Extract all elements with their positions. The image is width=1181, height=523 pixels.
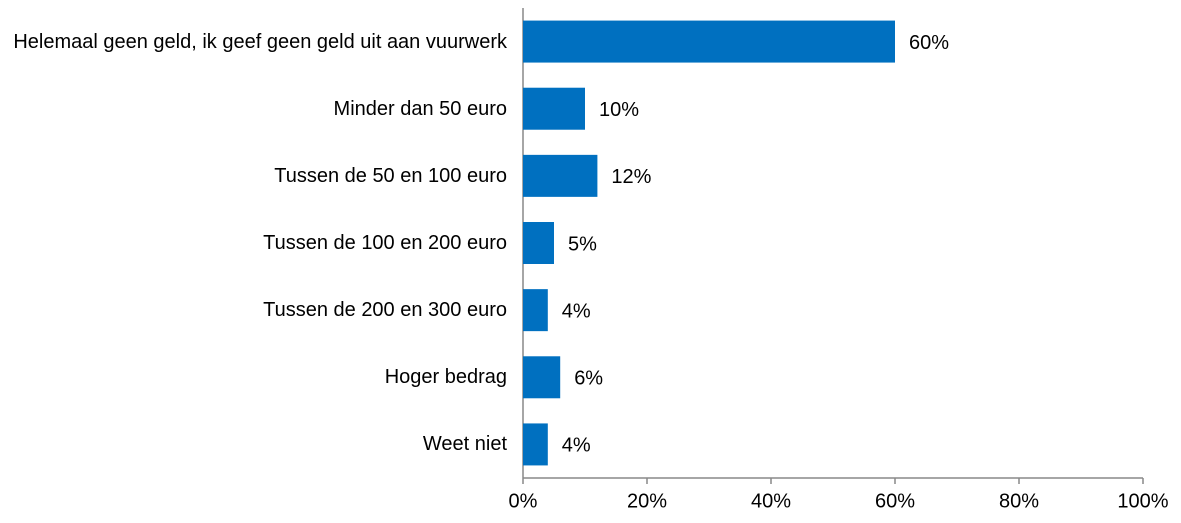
value-label: 5% xyxy=(568,233,597,255)
value-label: 6% xyxy=(574,368,603,390)
x-tick-label: 60% xyxy=(875,490,915,512)
bar xyxy=(523,289,548,332)
value-label: 4% xyxy=(562,435,591,457)
value-label: 60% xyxy=(909,32,949,54)
category-label: Weet niet xyxy=(422,433,507,456)
category-label: Minder dan 50 euro xyxy=(333,97,507,120)
bar xyxy=(523,423,548,466)
x-tick-label: 0% xyxy=(509,490,538,512)
bar xyxy=(523,222,554,264)
x-tick-label: 40% xyxy=(751,490,791,512)
category-label: Tussen de 100 en 200 euro xyxy=(263,232,507,254)
bar xyxy=(523,20,895,63)
x-tick-label: 100% xyxy=(1117,490,1168,512)
value-label: 4% xyxy=(562,300,591,322)
category-label: Tussen de 200 en 300 euro xyxy=(263,299,507,322)
x-tick-label: 20% xyxy=(627,490,667,512)
x-tick-label: 80% xyxy=(999,490,1039,512)
category-label: Tussen de 50 en 100 euro xyxy=(274,164,507,187)
category-label: Helemaal geen geld, ik geef geen geld ui… xyxy=(13,30,507,53)
value-label: 10% xyxy=(599,99,639,121)
category-label: Hoger bedrag xyxy=(384,366,507,389)
value-label: 12% xyxy=(611,166,651,188)
category-labels: Helemaal geen geld, ik geef geen geld ui… xyxy=(0,0,507,523)
bar xyxy=(523,87,585,130)
bar xyxy=(523,154,598,197)
bar xyxy=(523,356,561,399)
